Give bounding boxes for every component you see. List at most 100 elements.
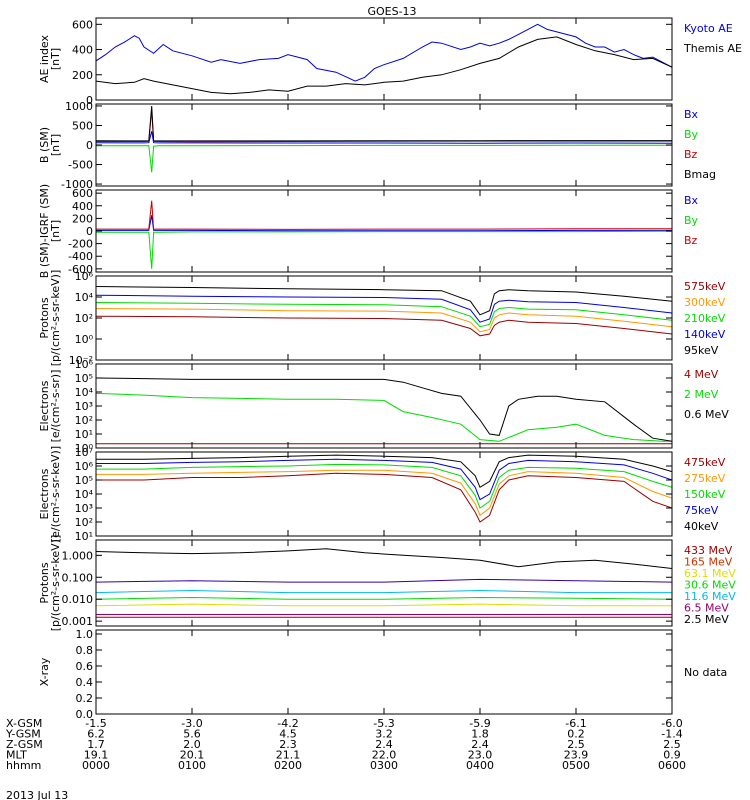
footer-value: 2.5 <box>663 738 681 751</box>
footer-row-label: X-GSM <box>6 717 42 730</box>
footer-value: 20.1 <box>180 749 205 762</box>
y-tick-label: 0.6 <box>76 660 94 673</box>
legend-label: 6.5 MeV <box>684 602 729 615</box>
y-tick-label: 10² <box>75 312 93 325</box>
y-tick-label: 10⁶ <box>75 460 94 473</box>
footer-value: -1.5 <box>85 717 106 730</box>
y-tick-label: 10⁻² <box>69 354 93 367</box>
y-axis-label: B (SM)-IGRF (SM) <box>38 184 51 278</box>
footer-value: 23.0 <box>468 749 493 762</box>
y-axis-label: [e/(cm²-s-sr)] <box>49 370 62 443</box>
y-axis-label: Electrons <box>38 380 51 431</box>
footer-value: -5.3 <box>373 717 394 730</box>
footer-value: -6.1 <box>565 717 586 730</box>
y-tick-label: -200 <box>68 238 93 251</box>
footer-value: 0500 <box>562 759 590 772</box>
legend-label: Bx <box>684 194 699 207</box>
y-tick-label: 10⁷ <box>75 446 93 459</box>
y-tick-label: -1000 <box>61 178 93 191</box>
y-tick-label: 10⁴ <box>75 386 94 399</box>
series-275kev <box>96 469 672 517</box>
footer-value: 0400 <box>466 759 494 772</box>
legend-label: 433 MeV <box>684 544 733 557</box>
y-axis-label: [nT] <box>49 220 62 242</box>
y-axis-label: [e/(cm²-s-sr-keV)] <box>49 446 62 542</box>
y-tick-label: 0 <box>86 94 93 107</box>
panel-xray: 0.0 0.2 0.4 0.6 0.8 1.0 X-ray No data <box>38 628 727 721</box>
series-2-mev <box>96 392 672 442</box>
y-axis-label: Protons <box>38 562 51 603</box>
footer-value: 23.9 <box>564 749 589 762</box>
legend-label: 210keV <box>684 312 726 325</box>
footer-value: -3.0 <box>181 717 202 730</box>
footer-value: 0300 <box>370 759 398 772</box>
y-tick-label: 1.000 <box>62 549 94 562</box>
footer-value: -1.4 <box>661 728 682 741</box>
y-tick-label: 10⁰ <box>75 333 94 346</box>
series-6-5-mev <box>96 578 672 583</box>
series-group <box>96 454 672 523</box>
legend-label: 4 MeV <box>684 368 719 381</box>
y-tick-label: 10⁴ <box>75 291 94 304</box>
footer-value: 1.8 <box>471 728 489 741</box>
y-tick-label: 0.0 <box>76 708 94 721</box>
legend-label: Kyoto AE <box>684 22 733 35</box>
y-tick-label: 500 <box>72 119 93 132</box>
legend-label: Bz <box>684 234 698 247</box>
footer-value: 2.3 <box>279 738 297 751</box>
footer-value: 5.6 <box>183 728 201 741</box>
legend-label: By <box>684 128 699 141</box>
y-axis-label: B (SM) <box>38 127 51 163</box>
y-tick-label: 10⁴ <box>75 488 94 501</box>
y-tick-label: 0 <box>86 225 93 238</box>
y-tick-label: 0.100 <box>62 571 94 584</box>
y-tick-label: 10³ <box>75 400 93 413</box>
series-themis-ae <box>96 36 672 95</box>
y-tick-label: 10⁵ <box>75 474 93 487</box>
footer-value: 6.2 <box>87 728 105 741</box>
series-kyoto-ae <box>96 23 672 82</box>
series-bmag <box>96 105 672 142</box>
y-axis-label: Protons <box>38 297 51 338</box>
y-tick-label: 0.2 <box>76 692 94 705</box>
y-tick-label: -500 <box>68 159 93 172</box>
y-axis-label: [p/(cm²-s-sr-keV)] <box>49 535 62 632</box>
footer-value: 2.4 <box>375 738 393 751</box>
footer-row-label: MLT <box>6 749 27 762</box>
legend-label: 300keV <box>684 296 726 309</box>
series-575kev <box>96 315 672 337</box>
footer-row-label: Z-GSM <box>6 738 43 751</box>
footer-value: 2.5 <box>567 738 585 751</box>
footer-value: 4.5 <box>279 728 297 741</box>
legend-label: 140keV <box>684 328 726 341</box>
footer-value: 1.7 <box>87 738 105 751</box>
legend-label: Bz <box>684 148 698 161</box>
y-tick-label: 10² <box>75 516 93 529</box>
series-11-6-mev <box>96 589 672 594</box>
y-tick-label: 10¹ <box>75 428 93 441</box>
y-tick-label: 400 <box>72 44 93 57</box>
panel-protons-mev: 10⁻² 10⁰ 10² 10⁴ 10⁶ Protons[p/(cm²-s-sr-keV)… <box>38 270 726 367</box>
y-tick-label: 10¹ <box>75 530 93 543</box>
series-433-mev <box>96 548 672 569</box>
series-group <box>96 23 672 95</box>
y-tick-label: 10⁰ <box>75 442 94 455</box>
series-63-1-mev <box>96 603 672 607</box>
legend-label: 11.6 MeV <box>684 590 736 603</box>
series-30-6-mev <box>96 596 672 600</box>
y-axis-label: AE index <box>38 34 51 83</box>
y-tick-label: 600 <box>72 187 93 200</box>
panel-protons-ev: 0.001 0.010 0.100 1.000 Protons[p/(cm²-s-sr-… <box>38 535 736 632</box>
legend-label: 275keV <box>684 472 726 485</box>
footer-value: 0000 <box>82 759 110 772</box>
legend-label: 2 MeV <box>684 388 719 401</box>
y-axis-label: [nT] <box>49 48 62 70</box>
series-95kev <box>96 286 672 316</box>
legend-label: Bx <box>684 108 699 121</box>
y-axis-label: [nT] <box>49 134 62 156</box>
footer-row-label: Y-GSM <box>5 728 41 741</box>
